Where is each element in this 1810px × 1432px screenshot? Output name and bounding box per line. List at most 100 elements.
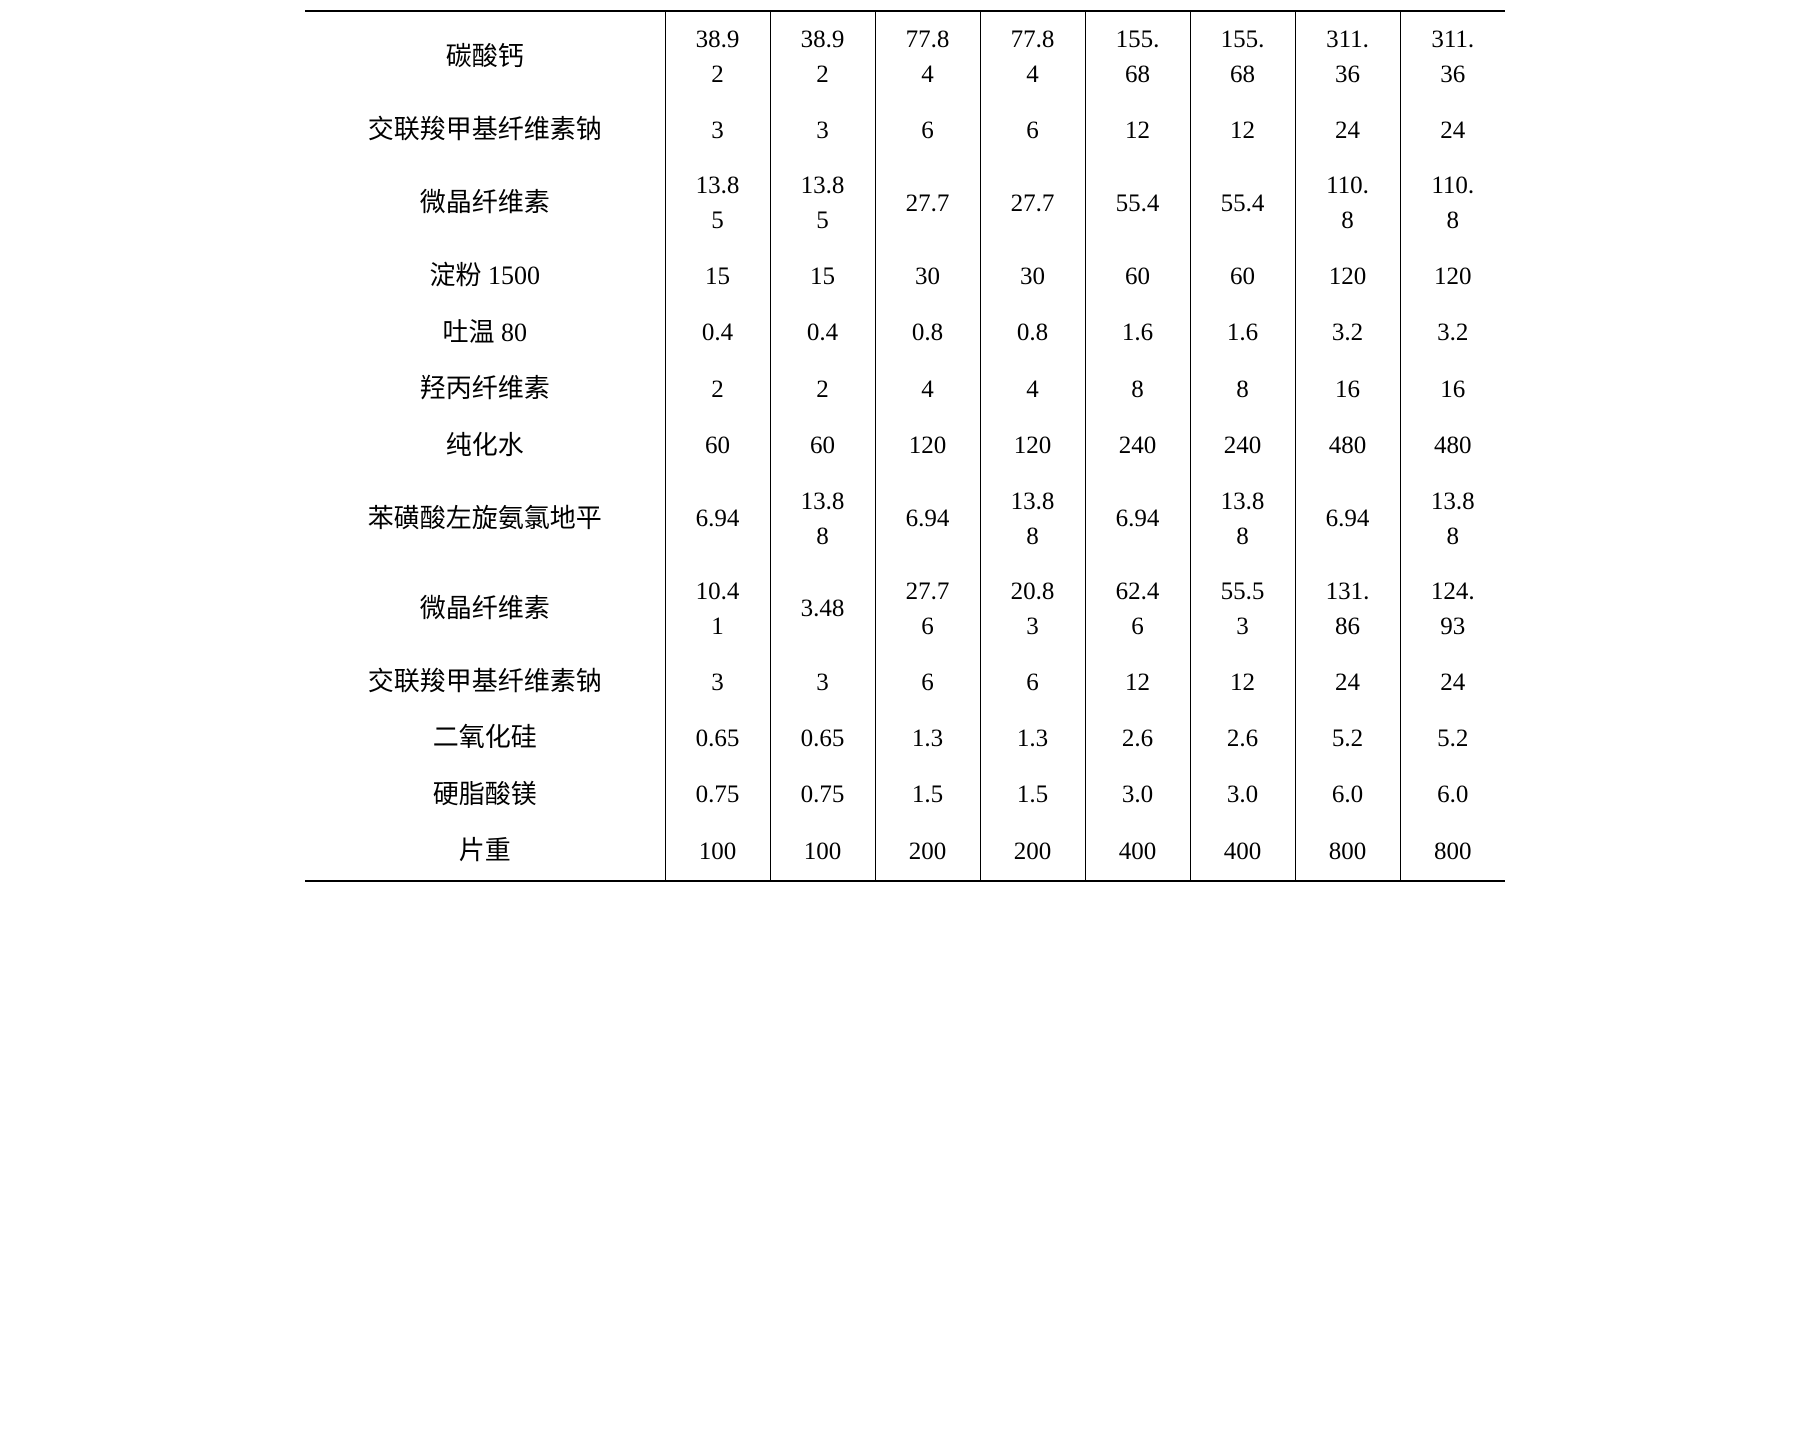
- data-cell: 5.2: [1295, 710, 1400, 766]
- data-cell: 38.92: [665, 11, 770, 102]
- data-cell: 400: [1190, 823, 1295, 880]
- data-cell: 0.4: [665, 305, 770, 361]
- data-cell: 6.94: [665, 474, 770, 564]
- data-cell: 60: [665, 418, 770, 474]
- data-cell: 27.7: [980, 158, 1085, 248]
- table-row: 纯化水6060120120240240480480: [305, 418, 1505, 474]
- data-cell: 1.3: [980, 710, 1085, 766]
- data-cell: 15: [770, 248, 875, 304]
- ingredients-table: 碳酸钙38.9238.9277.8477.84155.68155.68311.3…: [305, 10, 1505, 882]
- table-row: 淀粉 1500151530306060120120: [305, 248, 1505, 304]
- data-cell: 124.93: [1400, 564, 1505, 654]
- row-label: 二氧化硅: [305, 710, 665, 766]
- data-cell: 13.88: [980, 474, 1085, 564]
- data-cell: 200: [875, 823, 980, 880]
- data-cell: 13.88: [1400, 474, 1505, 564]
- data-cell: 240: [1085, 418, 1190, 474]
- data-cell: 1.5: [875, 767, 980, 823]
- table-row: 硬脂酸镁0.750.751.51.53.03.06.06.0: [305, 767, 1505, 823]
- data-cell: 12: [1190, 102, 1295, 158]
- data-cell: 480: [1295, 418, 1400, 474]
- table-row: 微晶纤维素13.8513.8527.727.755.455.4110.8110.…: [305, 158, 1505, 248]
- row-label: 纯化水: [305, 418, 665, 474]
- data-cell: 0.75: [770, 767, 875, 823]
- data-cell: 480: [1400, 418, 1505, 474]
- data-cell: 3: [665, 102, 770, 158]
- row-label: 吐温 80: [305, 305, 665, 361]
- row-label: 苯磺酸左旋氨氯地平: [305, 474, 665, 564]
- data-cell: 155.68: [1085, 11, 1190, 102]
- data-cell: 55.53: [1190, 564, 1295, 654]
- data-cell: 77.84: [875, 11, 980, 102]
- data-cell: 13.88: [770, 474, 875, 564]
- table-row: 羟丙纤维素2244881616: [305, 361, 1505, 417]
- data-cell: 240: [1190, 418, 1295, 474]
- data-cell: 2.6: [1085, 710, 1190, 766]
- table-row: 吐温 800.40.40.80.81.61.63.23.2: [305, 305, 1505, 361]
- data-cell: 13.85: [770, 158, 875, 248]
- row-label: 羟丙纤维素: [305, 361, 665, 417]
- row-label: 微晶纤维素: [305, 158, 665, 248]
- data-cell: 311.36: [1400, 11, 1505, 102]
- table-row: 二氧化硅0.650.651.31.32.62.65.25.2: [305, 710, 1505, 766]
- row-label: 碳酸钙: [305, 11, 665, 102]
- data-cell: 8: [1190, 361, 1295, 417]
- data-cell: 3: [770, 102, 875, 158]
- data-cell: 15: [665, 248, 770, 304]
- data-cell: 60: [770, 418, 875, 474]
- data-cell: 27.7: [875, 158, 980, 248]
- data-cell: 3.0: [1085, 767, 1190, 823]
- row-label: 交联羧甲基纤维素钠: [305, 654, 665, 710]
- data-cell: 6.94: [1295, 474, 1400, 564]
- data-cell: 24: [1400, 654, 1505, 710]
- data-cell: 6: [875, 654, 980, 710]
- data-cell: 6.94: [875, 474, 980, 564]
- data-cell: 4: [875, 361, 980, 417]
- data-cell: 24: [1400, 102, 1505, 158]
- data-cell: 24: [1295, 654, 1400, 710]
- data-cell: 1.6: [1085, 305, 1190, 361]
- row-label: 淀粉 1500: [305, 248, 665, 304]
- data-cell: 0.65: [770, 710, 875, 766]
- data-cell: 110.8: [1295, 158, 1400, 248]
- data-cell: 0.8: [980, 305, 1085, 361]
- data-cell: 100: [770, 823, 875, 880]
- data-cell: 38.92: [770, 11, 875, 102]
- data-cell: 12: [1085, 654, 1190, 710]
- data-cell: 400: [1085, 823, 1190, 880]
- data-cell: 2.6: [1190, 710, 1295, 766]
- data-cell: 6.0: [1400, 767, 1505, 823]
- data-cell: 0.65: [665, 710, 770, 766]
- data-cell: 60: [1085, 248, 1190, 304]
- data-cell: 0.75: [665, 767, 770, 823]
- data-cell: 2: [665, 361, 770, 417]
- data-cell: 30: [875, 248, 980, 304]
- data-cell: 800: [1400, 823, 1505, 880]
- data-cell: 13.88: [1190, 474, 1295, 564]
- data-cell: 2: [770, 361, 875, 417]
- data-cell: 20.83: [980, 564, 1085, 654]
- data-cell: 12: [1190, 654, 1295, 710]
- data-cell: 3: [665, 654, 770, 710]
- data-cell: 311.36: [1295, 11, 1400, 102]
- data-cell: 10.41: [665, 564, 770, 654]
- data-cell: 55.4: [1190, 158, 1295, 248]
- table-row: 交联羧甲基纤维素钠336612122424: [305, 102, 1505, 158]
- data-cell: 120: [1295, 248, 1400, 304]
- data-cell: 120: [980, 418, 1085, 474]
- data-cell: 3.0: [1190, 767, 1295, 823]
- row-label: 微晶纤维素: [305, 564, 665, 654]
- data-cell: 131.86: [1295, 564, 1400, 654]
- data-cell: 120: [1400, 248, 1505, 304]
- data-cell: 0.8: [875, 305, 980, 361]
- row-label: 硬脂酸镁: [305, 767, 665, 823]
- data-cell: 13.85: [665, 158, 770, 248]
- data-cell: 62.46: [1085, 564, 1190, 654]
- data-cell: 3.2: [1400, 305, 1505, 361]
- data-cell: 55.4: [1085, 158, 1190, 248]
- data-cell: 6: [980, 102, 1085, 158]
- data-cell: 1.6: [1190, 305, 1295, 361]
- data-cell: 6: [875, 102, 980, 158]
- data-cell: 6.0: [1295, 767, 1400, 823]
- data-cell: 800: [1295, 823, 1400, 880]
